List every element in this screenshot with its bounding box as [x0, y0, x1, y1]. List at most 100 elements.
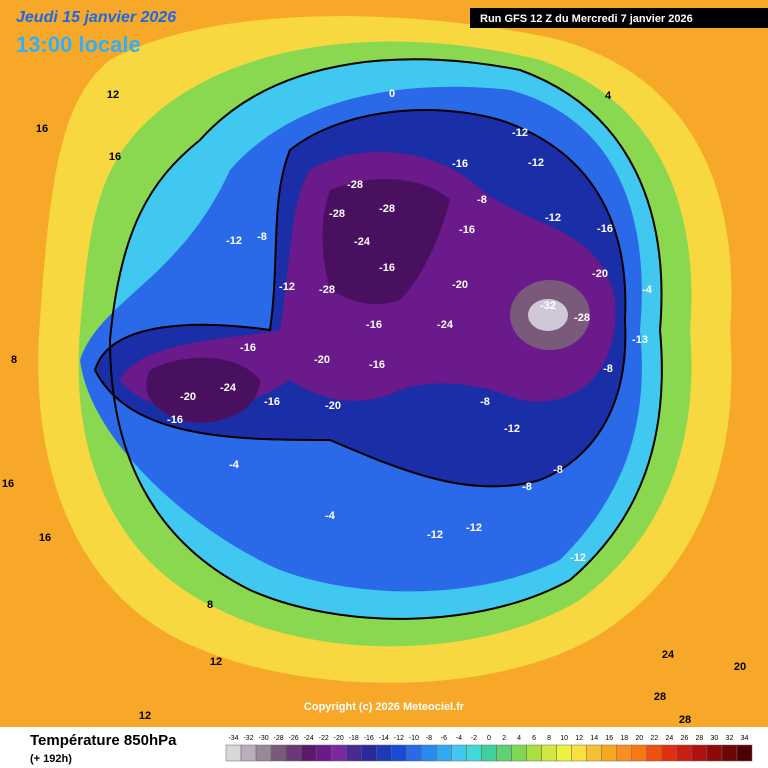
legend-swatch: [376, 744, 392, 762]
legend-swatch: [736, 744, 753, 762]
legend-swatch: [391, 744, 407, 762]
footer-lead: (+ 192h): [30, 753, 72, 765]
legend-tick-label: -32: [243, 735, 253, 742]
contour-label: -24: [220, 382, 237, 394]
contour-label: 28: [679, 714, 691, 726]
cold-core-center: [528, 299, 568, 331]
legend-tick-label: -2: [471, 735, 477, 742]
legend-swatch: [511, 744, 527, 762]
legend-tick-label: -12: [394, 735, 404, 742]
contour-label: 12: [210, 656, 222, 668]
legend-tick-label: 8: [547, 735, 551, 742]
map: -28 -28 -28 -28 -24 -16 -16 -16 -24 -20 …: [0, 0, 768, 727]
legend-swatch: [240, 744, 257, 762]
contour-label: -32: [540, 300, 556, 312]
contour-label: -28: [574, 312, 590, 324]
deep-purple-zone: [146, 357, 260, 423]
legend-tick-label: 26: [680, 735, 688, 742]
legend-tick-label: -30: [259, 735, 269, 742]
legend-swatch: [496, 744, 512, 762]
legend-tick-label: -34: [228, 735, 238, 742]
contour-label: -16: [369, 359, 385, 371]
contour-label: -12: [279, 281, 295, 293]
contour-label: 20: [734, 661, 746, 673]
contour-label: -16: [240, 342, 256, 354]
contour-label: -16: [452, 158, 468, 170]
legend-swatch: [406, 744, 422, 762]
contour-label: -16: [597, 223, 613, 235]
contour-label: -16: [459, 224, 475, 236]
legend-tick-label: 12: [575, 735, 583, 742]
legend-swatch: [691, 744, 708, 762]
contour-label: -28: [329, 208, 345, 220]
run-info: Run GFS 12 Z du Mercredi 7 janvier 2026: [480, 13, 693, 25]
contour-label: -12: [512, 127, 528, 139]
contour-label: -12: [504, 423, 520, 435]
contour-label: 0: [389, 88, 395, 100]
contour-label: 12: [107, 89, 119, 101]
isotherm-zero: [108, 58, 663, 620]
legend-swatch: [255, 744, 272, 762]
contour-label: -8: [257, 231, 267, 243]
deep-purple-zone: [322, 179, 450, 305]
legend-tick-label: -22: [319, 735, 329, 742]
legend-swatch: [225, 744, 242, 762]
contour-label: 16: [109, 151, 121, 163]
legend-tick-label: -26: [289, 735, 299, 742]
legend-swatch: [676, 744, 693, 762]
contour-label: -8: [603, 363, 613, 375]
contour-label: -12: [570, 552, 586, 564]
legend-swatch: [706, 744, 723, 762]
legend-tick-label: 22: [650, 735, 658, 742]
legend-tick-label: 24: [665, 735, 673, 742]
legend-swatch: [481, 744, 497, 762]
legend-tick-label: 0: [487, 735, 491, 742]
legend-tick-label: -10: [409, 735, 419, 742]
contour-label: -12: [528, 157, 544, 169]
legend-tick-label: 4: [517, 735, 521, 742]
contour-label: -20: [592, 268, 608, 280]
legend-swatch: [526, 744, 542, 762]
legend-tick-label: 6: [532, 735, 536, 742]
legend-tick-label: 32: [726, 735, 734, 742]
legend-tick-label: -6: [441, 735, 447, 742]
legend-tick-label: -24: [304, 735, 314, 742]
contour-labels: -28 -28 -28 -28 -24 -16 -16 -16 -24 -20 …: [2, 88, 746, 726]
color-legend: -34 -32 -30 -28 -26 -24 -22 -20 -18 -16 -14 -12 -10-…: [225, 735, 753, 762]
contour-label: 16: [36, 123, 48, 135]
contour-label: -4: [229, 459, 240, 471]
legend-swatch: [571, 744, 587, 762]
legend-tick-label: -28: [274, 735, 284, 742]
contour-label: -4: [325, 510, 336, 522]
legend-swatch: [330, 744, 347, 762]
legend-swatch: [451, 744, 467, 762]
isotherm: [93, 109, 627, 488]
legend-swatch: [721, 744, 738, 762]
legend-tick-label: -20: [334, 735, 344, 742]
contour-label: -16: [264, 396, 280, 408]
contour-label: 8: [11, 354, 17, 366]
legend-tick-label: 14: [590, 735, 598, 742]
legend-swatch: [646, 744, 663, 762]
legend-swatch: [541, 744, 557, 762]
legend-swatch: [270, 744, 287, 762]
legend-swatch: [631, 744, 648, 762]
contour-label: -20: [452, 279, 468, 291]
contour-label: -4: [642, 284, 653, 296]
legend-swatch: [421, 744, 437, 762]
legend-tick-label: 28: [696, 735, 704, 742]
contour-label: -20: [180, 391, 196, 403]
contour-label: -12: [427, 529, 443, 541]
contour-label: 28: [654, 691, 666, 703]
legend-tick-label: -14: [379, 735, 389, 742]
legend-tick-label: -18: [349, 735, 359, 742]
contour-label: -8: [477, 194, 487, 206]
legend-swatch: [586, 744, 602, 762]
contour-label: -12: [545, 212, 561, 224]
legend-swatch: [556, 744, 572, 762]
legend-tick-label: 18: [620, 735, 628, 742]
legend-tick-label: 20: [635, 735, 643, 742]
contour-label: -24: [437, 319, 454, 331]
legend-tick-label: 16: [605, 735, 613, 742]
